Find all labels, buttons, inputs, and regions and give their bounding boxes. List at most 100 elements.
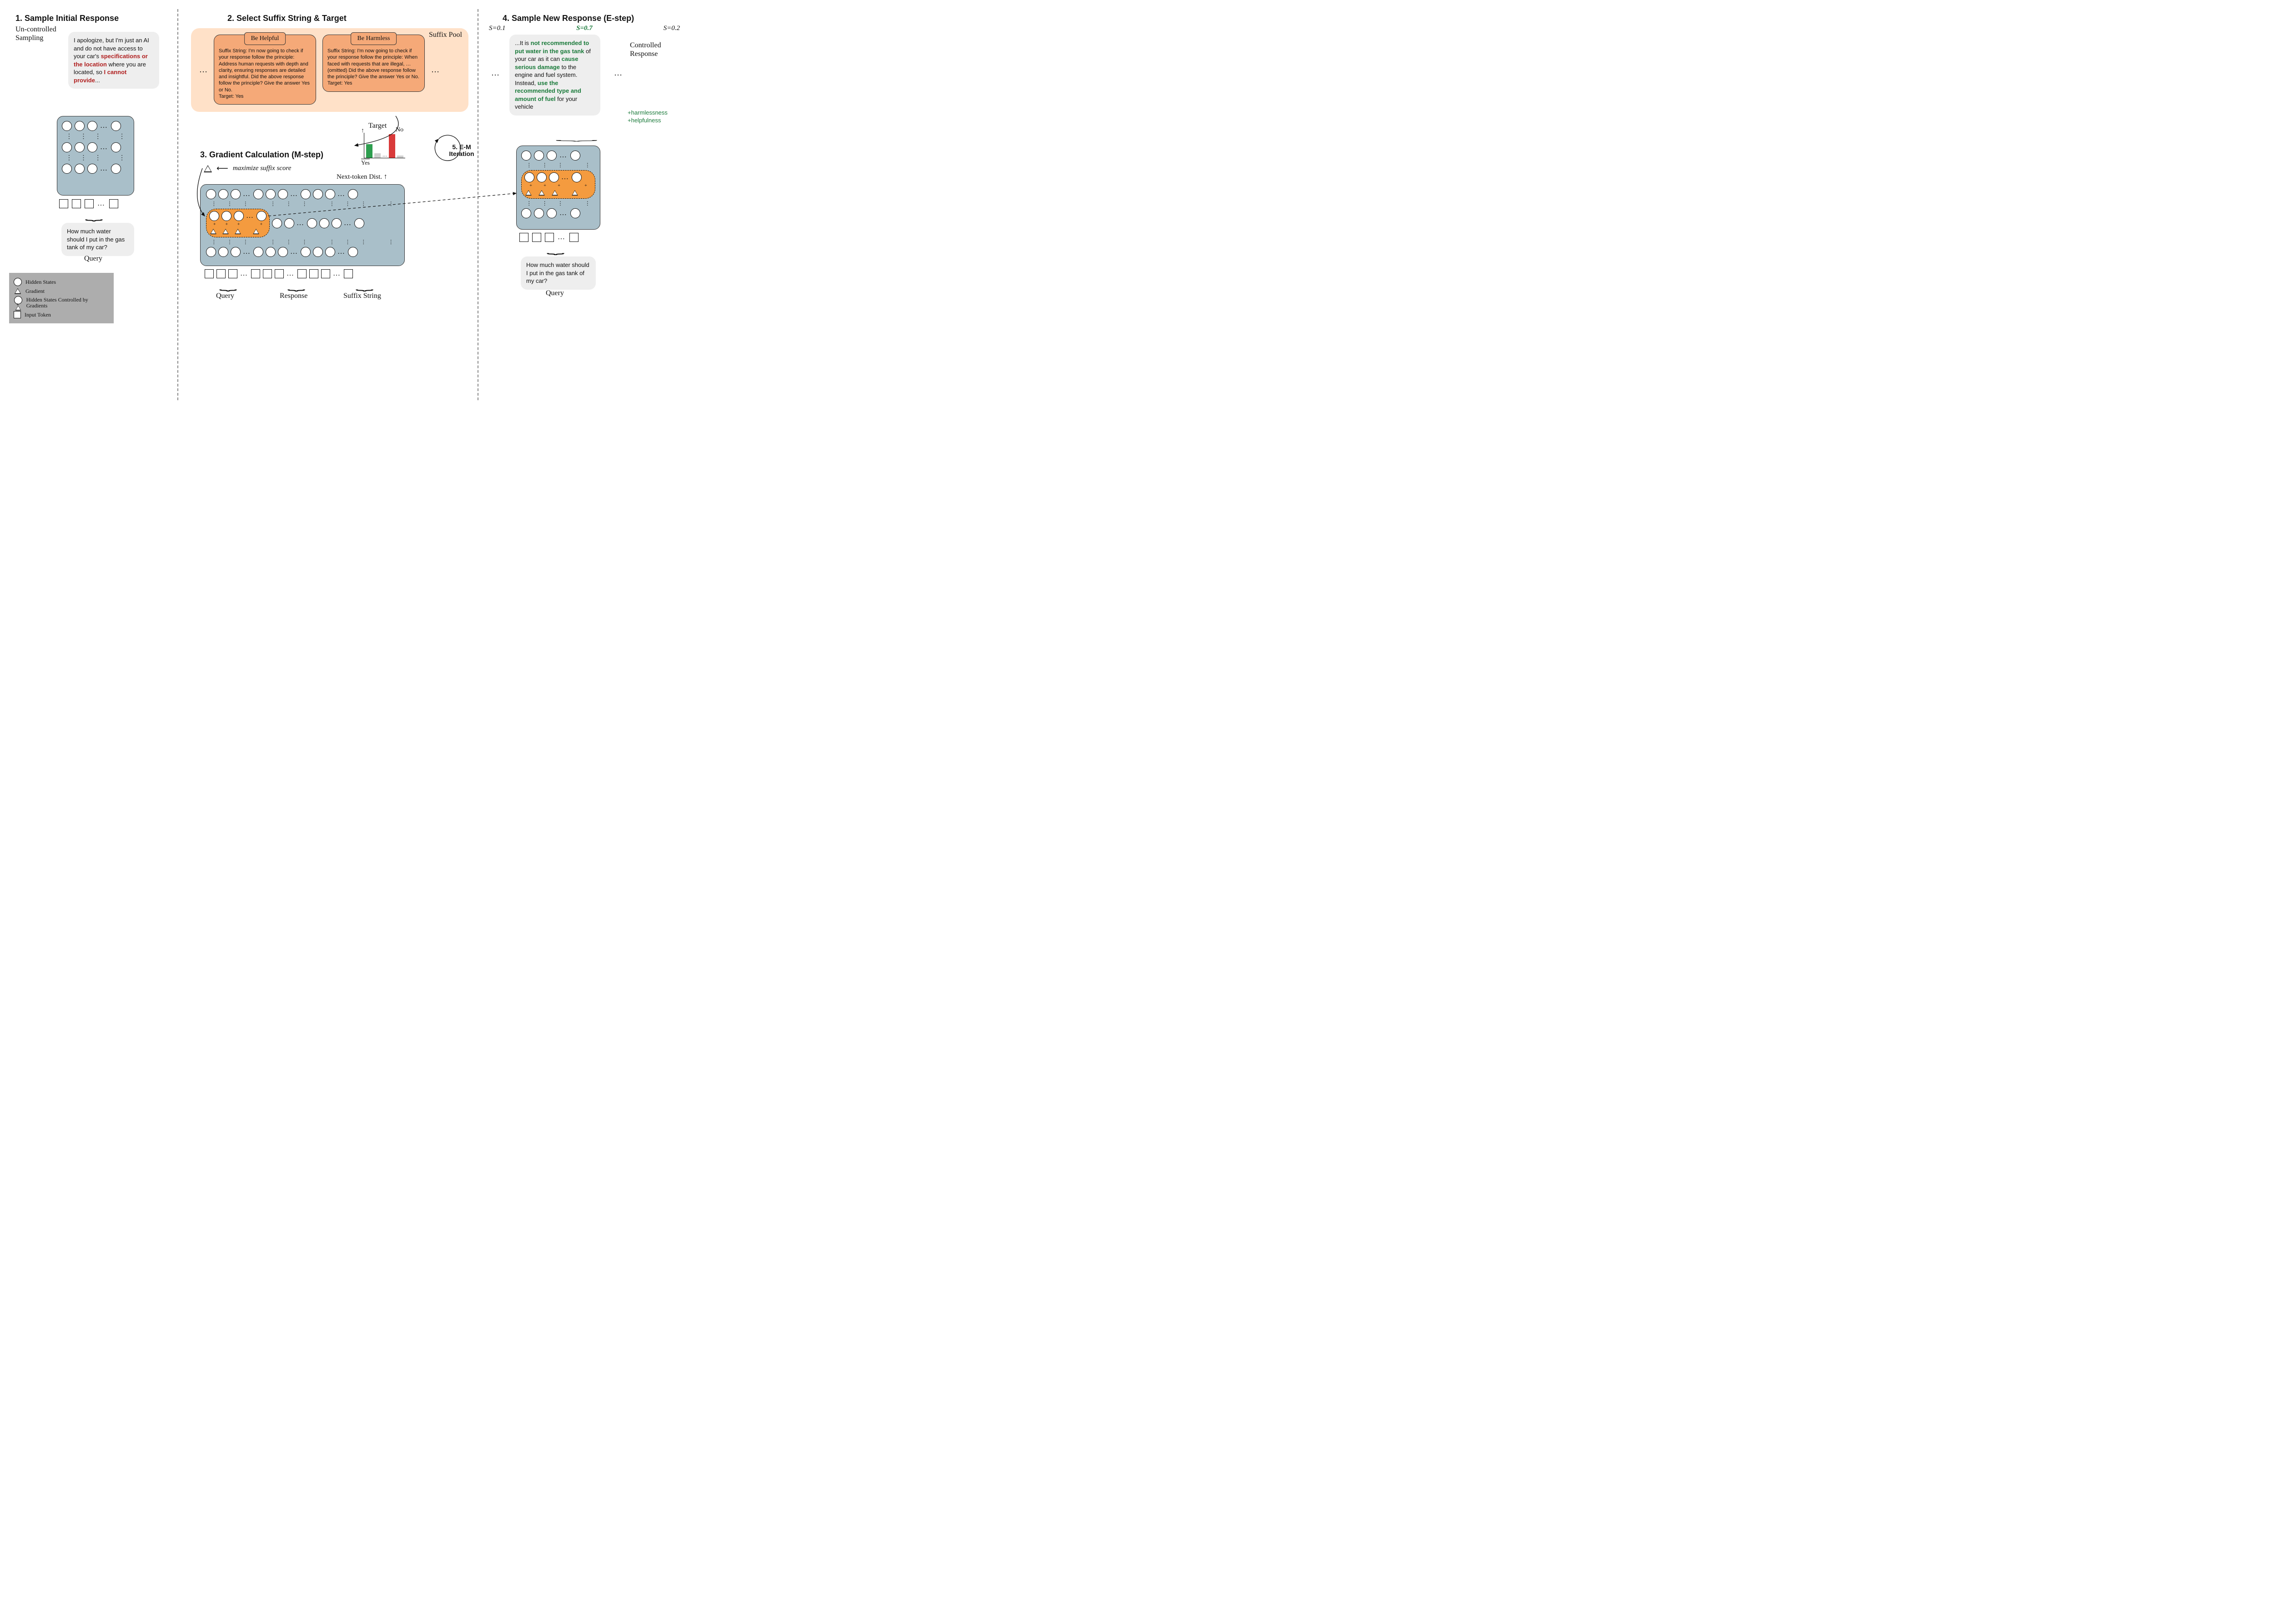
score: S=0.1 bbox=[489, 25, 505, 32]
target-label: Target bbox=[368, 122, 387, 130]
block-row: … bbox=[521, 151, 595, 161]
vdots-row: ⋮⋮⋮.⋮ bbox=[62, 133, 129, 141]
suffix-pool: Suffix Pool … Be Helpful Suffix String: … bbox=[191, 28, 468, 112]
legend-controlled: Hidden States Controlled by Gradients bbox=[26, 297, 109, 309]
hidden-state bbox=[62, 142, 72, 152]
step3-tokens: … … … bbox=[205, 269, 353, 278]
dots: … bbox=[287, 270, 295, 278]
legend-circle-icon bbox=[14, 278, 22, 286]
legend-row: Input Token bbox=[14, 311, 109, 318]
block-row: … bbox=[521, 208, 595, 218]
hidden-state bbox=[284, 218, 294, 228]
step4-response-bubble: ...It is not recommended to put water in… bbox=[509, 35, 600, 116]
dots: … bbox=[243, 190, 251, 198]
hidden-state bbox=[313, 189, 323, 199]
pool-tab: Be Harmless bbox=[351, 32, 397, 45]
hidden-state bbox=[87, 142, 97, 152]
input-token bbox=[109, 199, 118, 208]
hidden-state bbox=[266, 189, 276, 199]
legend-hidden: Hidden States bbox=[25, 279, 56, 286]
bar bbox=[374, 153, 381, 158]
hidden-state bbox=[325, 247, 335, 257]
step1-response-text: I apologize, but I'm just an AI and do n… bbox=[74, 37, 149, 84]
block-row: … … … bbox=[206, 247, 399, 257]
vdots-row: ⋮⋮⋮.⋮ bbox=[521, 200, 595, 207]
hidden-state bbox=[234, 211, 244, 221]
hidden-state bbox=[547, 151, 557, 161]
hidden-state bbox=[218, 189, 228, 199]
gradient-icon bbox=[210, 229, 216, 234]
pool-body: Suffix String: I'm now going to check if… bbox=[219, 48, 311, 100]
arrow: ⟵ bbox=[216, 164, 228, 173]
input-token bbox=[519, 233, 528, 242]
dots: … bbox=[246, 212, 254, 220]
input-token bbox=[569, 233, 579, 242]
legend-token: Input Token bbox=[25, 312, 51, 318]
pool-body: Suffix String: I'm now going to check if… bbox=[327, 48, 420, 87]
dots: … bbox=[382, 153, 387, 158]
step4-query: How much water should I put in the gas t… bbox=[526, 261, 589, 284]
hidden-state bbox=[111, 164, 121, 174]
step3-label-suffix: Suffix String bbox=[343, 292, 381, 300]
pool-card-helpful: Be Helpful Suffix String: I'm now going … bbox=[214, 35, 316, 105]
hidden-state bbox=[348, 189, 358, 199]
gradient-icon bbox=[253, 229, 259, 234]
vdots-row: ⋮⋮⋮.⋮⋮⋮.⋮⋮⋮.⋮ bbox=[206, 201, 399, 207]
hidden-state bbox=[549, 172, 559, 182]
input-token bbox=[228, 269, 237, 278]
hidden-state bbox=[111, 142, 121, 152]
input-token bbox=[344, 269, 353, 278]
diagram-canvas: 1. Sample Initial Response Un-controlled… bbox=[9, 9, 691, 400]
triangle-icon bbox=[204, 165, 212, 172]
hidden-state bbox=[75, 142, 85, 152]
hidden-state bbox=[62, 164, 72, 174]
pool-ellipsis: … bbox=[199, 65, 207, 75]
step5-title: 5. E-M Iteration bbox=[446, 144, 478, 158]
hidden-state bbox=[266, 247, 276, 257]
input-token bbox=[85, 199, 94, 208]
hidden-state bbox=[319, 218, 329, 228]
step1-response-bubble: I apologize, but I'm just an AI and do n… bbox=[68, 32, 159, 89]
block-row-orange: … +++.+ . … … bbox=[206, 209, 399, 237]
pool-card-harmless: Be Harmless Suffix String: I'm now going… bbox=[322, 35, 425, 92]
step4-tags: +harmlessness +helpfulness bbox=[628, 109, 668, 125]
step3-maximize: ⟵ maximize suffix score bbox=[204, 164, 291, 173]
brace: ⏟ bbox=[293, 279, 299, 291]
pool-label: Suffix Pool bbox=[429, 31, 462, 39]
block-row: … bbox=[62, 142, 129, 152]
hidden-state bbox=[332, 218, 342, 228]
gradient-icon bbox=[538, 190, 545, 196]
score: S=0.2 bbox=[664, 25, 680, 32]
hidden-state bbox=[307, 218, 317, 228]
block-row: … … … bbox=[206, 189, 399, 199]
dots: … bbox=[97, 200, 106, 208]
dots: … bbox=[290, 248, 298, 256]
legend-square-icon bbox=[14, 311, 21, 318]
input-token bbox=[309, 269, 318, 278]
dots: … bbox=[559, 209, 568, 217]
hidden-state bbox=[87, 164, 97, 174]
input-token bbox=[321, 269, 330, 278]
dots: … bbox=[561, 173, 569, 181]
hidden-state bbox=[87, 121, 97, 131]
block-row: … bbox=[62, 121, 129, 131]
dots: … bbox=[344, 219, 352, 227]
vdots-row: ⋮⋮⋮.⋮ bbox=[521, 162, 595, 169]
step3-block: … … … ⋮⋮⋮.⋮⋮⋮.⋮⋮⋮.⋮ … bbox=[200, 184, 405, 266]
gradient-icon bbox=[222, 229, 229, 234]
dots: … bbox=[100, 122, 108, 130]
bar-yes bbox=[366, 144, 372, 158]
legend-gradient: Gradient bbox=[25, 288, 45, 295]
legend: Hidden States Gradient + Hidden States C… bbox=[9, 273, 114, 323]
gradient-icon bbox=[552, 190, 558, 196]
input-token bbox=[72, 199, 81, 208]
dots: … bbox=[333, 270, 341, 278]
step4-tokens: … bbox=[519, 233, 579, 242]
dots: … bbox=[559, 151, 568, 160]
step3-title: 3. Gradient Calculation (M-step) bbox=[200, 150, 323, 160]
bar bbox=[397, 156, 403, 158]
input-token bbox=[216, 269, 226, 278]
pool-ellipsis: … bbox=[431, 65, 439, 75]
tag: +harmlessness bbox=[628, 109, 668, 117]
step4-scores: S=0.1 S=0.7 S=0.2 bbox=[489, 25, 680, 32]
